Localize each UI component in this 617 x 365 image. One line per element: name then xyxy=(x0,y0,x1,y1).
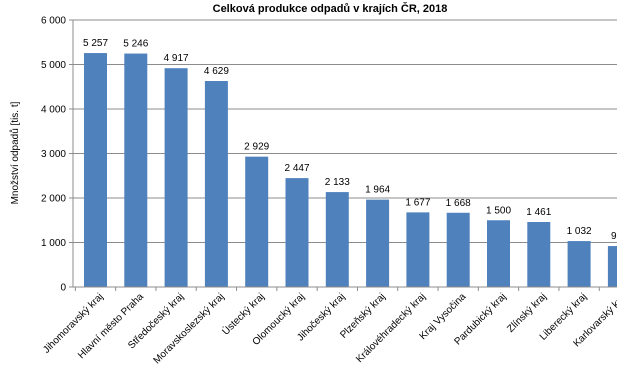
y-tick-label: 3 000 xyxy=(41,149,66,160)
y-axis-label: Množství odpadů [tis. t] xyxy=(9,101,21,204)
bar xyxy=(567,241,591,287)
bar xyxy=(527,221,551,287)
data-label: 5 257 xyxy=(83,38,108,49)
y-tick-label: 6 000 xyxy=(41,16,66,27)
data-label: 2 929 xyxy=(244,142,269,153)
bar xyxy=(607,246,617,287)
data-label: 1 677 xyxy=(405,197,430,208)
data-label: 2 447 xyxy=(284,163,309,174)
bar xyxy=(164,68,188,287)
y-tick-label: 2 000 xyxy=(41,194,66,205)
y-tick-label: 0 xyxy=(60,283,66,294)
data-label: 1 668 xyxy=(446,198,471,209)
data-label: 920 xyxy=(611,231,617,242)
bar xyxy=(366,199,390,287)
bar xyxy=(204,81,228,288)
y-tick-label: 4 000 xyxy=(41,105,66,116)
data-label: 5 246 xyxy=(123,39,148,50)
category-label: Zlínský kraj xyxy=(505,291,549,335)
data-labels: 5 257 5 246 4 917 4 629 2 929 2 447 2 133 1 964… xyxy=(83,38,617,242)
y-tick-label: 5 000 xyxy=(41,60,66,71)
bar xyxy=(446,212,470,287)
data-label: 1 964 xyxy=(365,185,390,196)
bar xyxy=(406,212,430,287)
bar xyxy=(325,192,349,287)
data-label: 1 500 xyxy=(486,205,511,216)
data-label: 4 917 xyxy=(164,53,189,64)
data-label: 4 629 xyxy=(204,66,229,77)
data-label: 2 133 xyxy=(325,177,350,188)
bar xyxy=(84,53,107,287)
bar xyxy=(487,220,510,287)
data-label: 1 032 xyxy=(567,226,592,237)
bar xyxy=(124,53,148,287)
bar xyxy=(285,178,309,287)
y-axis-ticks: 0 1 000 2 000 3 000 4 000 5 000 6 000 xyxy=(41,16,73,294)
category-label: Moravskoslezský kraj xyxy=(152,291,227,365)
data-label: 1 461 xyxy=(526,207,551,218)
bar xyxy=(245,156,269,287)
category-label: Královéhradecký kraj xyxy=(354,291,428,365)
bars xyxy=(84,53,617,288)
chart-title: Celková produkce odpadů v krajích ČR, 20… xyxy=(213,2,448,15)
y-tick-label: 1 000 xyxy=(41,238,66,249)
